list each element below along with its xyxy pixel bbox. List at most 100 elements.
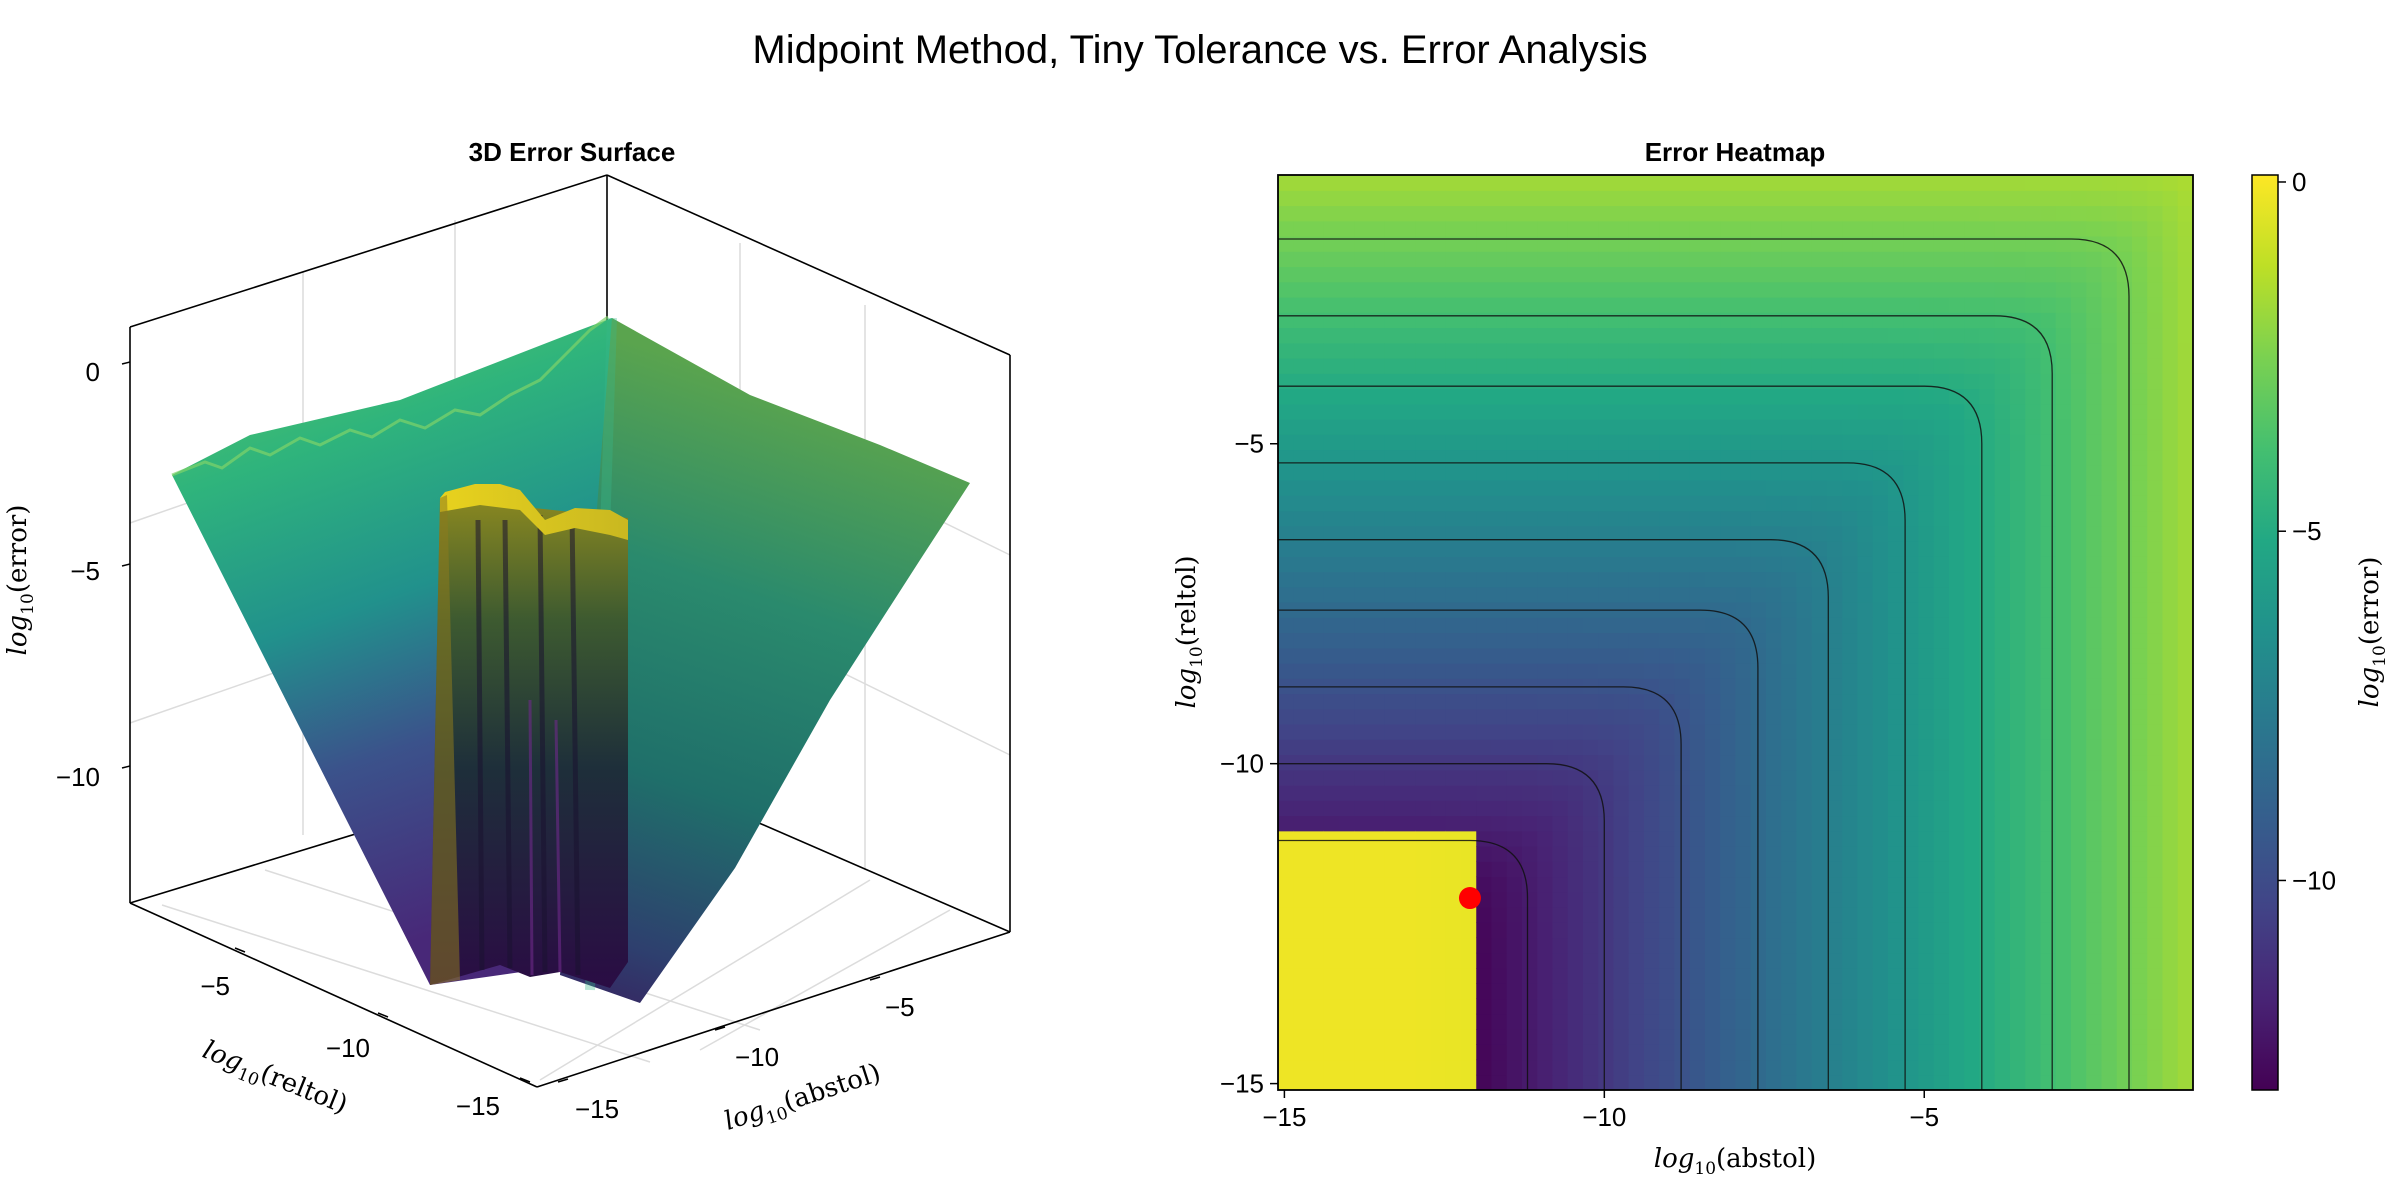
heatmap-cell (1781, 403, 1798, 420)
heatmap-cell (1979, 998, 1996, 1015)
heatmap-cell (1994, 464, 2011, 481)
heatmap-cell (1933, 480, 1950, 496)
heatmap-cell (2086, 327, 2103, 344)
heatmap-cell (1613, 297, 1630, 313)
heatmap-cell (1613, 739, 1630, 756)
heatmap-cell (1537, 800, 1554, 817)
heatmap-cell (1384, 861, 1401, 878)
heatmap-cell (1552, 556, 1569, 573)
heatmap-cell (1506, 1029, 1523, 1045)
heatmap-cell (1735, 907, 1752, 923)
heatmap-cell (1644, 647, 1660, 664)
heatmap-cell (2086, 266, 2103, 283)
heatmap-cell (1918, 1059, 1935, 1076)
heatmap-cell (1811, 724, 1828, 740)
heatmap-cell (2116, 510, 2133, 527)
heatmap-cell (1369, 815, 1386, 832)
heatmap-cell (1781, 1059, 1798, 1076)
heatmap-cell (1750, 251, 1767, 268)
heatmap-cell (1766, 266, 1782, 283)
heatmap-cell (1872, 586, 1889, 603)
heatmap-cell (1598, 724, 1615, 740)
heatmap-cell (1567, 266, 1584, 283)
heatmap-cell (1400, 968, 1416, 984)
heatmap-cell (1369, 800, 1386, 817)
heatmap-cell (1994, 434, 2011, 451)
heatmap-cell (1491, 632, 1508, 649)
heatmap-cell (1400, 678, 1416, 695)
heatmap-cell (1278, 907, 1294, 923)
heatmap-cell (2116, 434, 2133, 451)
heatmap-cell (1796, 907, 1813, 923)
heatmap-cell (2040, 1074, 2057, 1090)
heatmap-cell (1872, 861, 1889, 878)
heatmap-cell (1949, 724, 1965, 740)
heatmap-cell (1323, 312, 1340, 329)
heatmap-cell (1491, 998, 1508, 1015)
heatmap-cell (1659, 891, 1676, 908)
heatmap-cell (1735, 1013, 1752, 1030)
heatmap-cell (1888, 1013, 1904, 1030)
heatmap-cell (1949, 403, 1965, 420)
heatmap-cell (2177, 480, 2193, 496)
heatmap-cell (1842, 1059, 1859, 1076)
heatmap-cell (1613, 617, 1630, 634)
heatmap-cell (1522, 1074, 1538, 1090)
heatmap-cell (2086, 907, 2103, 923)
heatmap-cell (1994, 236, 2011, 252)
heatmap-cell (1567, 281, 1584, 298)
heatmap-cell (1979, 1029, 1996, 1045)
contour-line (1278, 385, 1983, 1090)
heatmap-cell (1476, 739, 1493, 756)
heatmap-cell (1339, 373, 1355, 390)
heatmap-cell (1293, 1044, 1310, 1061)
heatmap-cell (1949, 525, 1965, 542)
heatmap-cell (1796, 952, 1813, 969)
heatmap-cell (1400, 708, 1416, 725)
heatmap-cell (1384, 236, 1401, 252)
heatmap-cell (1461, 1059, 1477, 1076)
heatmap-cell (1842, 861, 1859, 878)
heatmap-cell (2025, 907, 2042, 923)
heatmap-cell (1384, 281, 1401, 298)
heatmap-cell (1491, 815, 1508, 832)
heatmap-cell (1445, 495, 1462, 512)
heatmap-cell (1537, 510, 1554, 527)
heatmap-cell (1689, 464, 1706, 481)
heatmap-cell (2147, 1074, 2164, 1090)
heatmap-cell (1583, 586, 1599, 603)
heatmap-cell (1613, 876, 1630, 893)
heatmap-cell (1278, 480, 1294, 496)
heatmap-cell (2086, 922, 2103, 939)
heatmap-cell (1354, 281, 1371, 298)
heatmap-cell (2086, 891, 2103, 908)
heatmap-cell (1796, 1044, 1813, 1061)
heatmap-cell (2086, 373, 2103, 390)
heatmap-cell (2071, 937, 2087, 954)
heatmap-cell (1964, 449, 1981, 466)
heatmap-cell (2162, 846, 2179, 862)
heatmap-cell (1430, 876, 1447, 893)
heatmap-cell (1994, 312, 2011, 329)
heatmap-cell (1842, 602, 1859, 618)
heatmap-cell (1857, 281, 1874, 298)
heatmap-cell (1583, 617, 1599, 634)
heatmap-cell (1994, 602, 2011, 618)
heatmap-cell (1430, 510, 1447, 527)
heatmap-cell (1903, 541, 1920, 557)
heatmap-cell (1918, 724, 1935, 740)
heatmap-cell (1567, 464, 1584, 481)
heatmap-cell (1872, 907, 1889, 923)
heatmap-cell (1674, 693, 1691, 710)
heatmap-cell (1720, 541, 1737, 557)
heatmap-cell (1781, 937, 1798, 954)
heatmap-cell (1766, 1059, 1782, 1076)
heatmap-cell (1415, 1029, 1432, 1045)
heatmap-cell (1796, 571, 1813, 588)
heatmap-cell (1339, 403, 1355, 420)
heatmap-cell (2040, 617, 2057, 634)
heatmap-cell (1735, 754, 1752, 771)
optimum-marker[interactable] (1458, 887, 1481, 910)
heatmap-cell (1308, 663, 1325, 679)
heatmap-cell (1796, 464, 1813, 481)
